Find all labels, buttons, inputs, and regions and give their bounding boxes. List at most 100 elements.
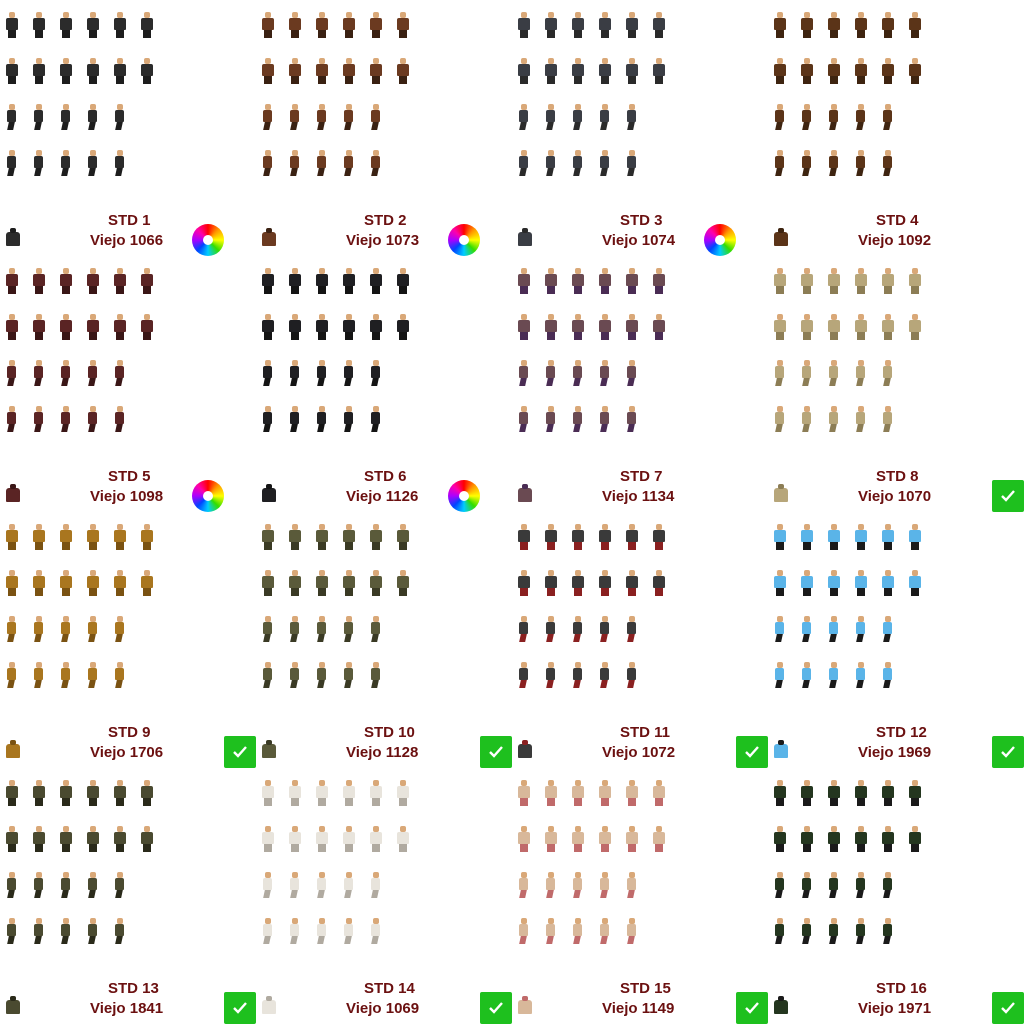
sprite-frame bbox=[85, 406, 101, 432]
checkmark-icon[interactable] bbox=[224, 736, 256, 768]
sprite-card[interactable]: STD 3 Viejo 1074 bbox=[512, 0, 768, 256]
sprite-frame bbox=[826, 104, 842, 130]
sprite-frame bbox=[799, 662, 815, 688]
sprite-frame bbox=[826, 918, 842, 944]
sprite-frame bbox=[597, 616, 613, 642]
sprite-frame bbox=[58, 150, 74, 176]
sprite-frame bbox=[112, 150, 128, 176]
sprite-frame bbox=[4, 314, 20, 340]
sprite-frame bbox=[826, 570, 842, 596]
sprite-card[interactable]: STD 8 Viejo 1070 bbox=[768, 256, 1024, 512]
sprite-frame bbox=[907, 58, 923, 84]
sprite-frame bbox=[341, 150, 357, 176]
walk-cycle-frames bbox=[4, 524, 164, 704]
sprite-frame bbox=[651, 58, 667, 84]
sprite-frame bbox=[570, 918, 586, 944]
sprite-frame bbox=[4, 524, 20, 550]
sprite-frame bbox=[85, 150, 101, 176]
checkmark-icon[interactable] bbox=[736, 736, 768, 768]
sprite-frame bbox=[112, 524, 128, 550]
sprite-frame bbox=[260, 826, 276, 852]
sprite-frame bbox=[597, 406, 613, 432]
sprite-frame bbox=[543, 58, 559, 84]
sprite-frame bbox=[570, 524, 586, 550]
sprite-frame bbox=[624, 826, 640, 852]
sprite-card[interactable]: STD 16 Viejo 1971 bbox=[768, 768, 1024, 1024]
sprite-frame bbox=[139, 524, 155, 550]
item-preview-icon bbox=[260, 996, 278, 1018]
checkmark-icon[interactable] bbox=[480, 736, 512, 768]
sprite-frame bbox=[772, 58, 788, 84]
sprite-frame bbox=[260, 314, 276, 340]
sprite-frame bbox=[772, 524, 788, 550]
sprite-frame bbox=[624, 524, 640, 550]
sprite-frame bbox=[597, 268, 613, 294]
sprite-card[interactable]: STD 1 Viejo 1066 bbox=[0, 0, 256, 256]
sprite-frame bbox=[570, 872, 586, 898]
sprite-frame bbox=[260, 872, 276, 898]
sprite-card[interactable]: STD 2 Viejo 1073 bbox=[256, 0, 512, 256]
sprite-frame bbox=[368, 826, 384, 852]
sprite-frame bbox=[543, 104, 559, 130]
checkmark-icon[interactable] bbox=[992, 992, 1024, 1024]
checkmark-icon[interactable] bbox=[992, 480, 1024, 512]
color-wheel-icon[interactable] bbox=[192, 224, 224, 256]
sprite-card[interactable]: STD 15 Viejo 1149 bbox=[512, 768, 768, 1024]
checkmark-icon[interactable] bbox=[480, 992, 512, 1024]
item-preview-icon bbox=[516, 484, 534, 506]
sprite-frame bbox=[772, 314, 788, 340]
std-label: STD 5 bbox=[108, 468, 151, 485]
sprite-card[interactable]: STD 14 Viejo 1069 bbox=[256, 768, 512, 1024]
sprite-card[interactable]: STD 9 Viejo 1706 bbox=[0, 512, 256, 768]
sprite-frame bbox=[4, 104, 20, 130]
sprite-frame bbox=[853, 58, 869, 84]
sprite-frame bbox=[772, 918, 788, 944]
sprite-frame bbox=[341, 780, 357, 806]
sprite-frame bbox=[368, 12, 384, 38]
sprite-frame bbox=[853, 662, 869, 688]
sprite-frame bbox=[58, 780, 74, 806]
color-wheel-icon[interactable] bbox=[448, 480, 480, 512]
color-wheel-icon[interactable] bbox=[448, 224, 480, 256]
sprite-frame bbox=[287, 826, 303, 852]
sprite-frame bbox=[287, 524, 303, 550]
sprite-frame bbox=[772, 12, 788, 38]
sprite-frame bbox=[4, 872, 20, 898]
sprite-frame bbox=[31, 524, 47, 550]
std-label: STD 9 bbox=[108, 724, 151, 741]
color-wheel-icon[interactable] bbox=[704, 224, 736, 256]
checkmark-icon[interactable] bbox=[992, 736, 1024, 768]
checkmark-icon[interactable] bbox=[736, 992, 768, 1024]
sprite-card[interactable]: STD 12 Viejo 1969 bbox=[768, 512, 1024, 768]
sprite-card[interactable]: STD 6 Viejo 1126 bbox=[256, 256, 512, 512]
item-preview-icon bbox=[516, 996, 534, 1018]
sprite-card[interactable]: STD 11 Viejo 1072 bbox=[512, 512, 768, 768]
sprite-frame bbox=[597, 662, 613, 688]
sprite-frame bbox=[260, 58, 276, 84]
sprite-frame bbox=[880, 662, 896, 688]
sprite-frame bbox=[880, 150, 896, 176]
sprite-card[interactable]: STD 7 Viejo 1134 bbox=[512, 256, 768, 512]
sprite-card[interactable]: STD 10 Viejo 1128 bbox=[256, 512, 512, 768]
walk-cycle-frames bbox=[772, 524, 932, 704]
sprite-frame bbox=[260, 360, 276, 386]
sprite-card[interactable]: STD 5 Viejo 1098 bbox=[0, 256, 256, 512]
walk-cycle-frames bbox=[260, 780, 420, 960]
checkmark-icon[interactable] bbox=[224, 992, 256, 1024]
sprite-frame bbox=[826, 662, 842, 688]
sprite-frame bbox=[624, 58, 640, 84]
sprite-frame bbox=[287, 662, 303, 688]
sprite-frame bbox=[799, 872, 815, 898]
walk-cycle-frames bbox=[516, 780, 676, 960]
sprite-frame bbox=[570, 780, 586, 806]
sprite-card[interactable]: STD 13 Viejo 1841 bbox=[0, 768, 256, 1024]
walk-cycle-frames bbox=[260, 524, 420, 704]
color-wheel-icon[interactable] bbox=[192, 480, 224, 512]
sprite-card[interactable]: STD 4 Viejo 1092 bbox=[768, 0, 1024, 256]
sprite-frame bbox=[85, 616, 101, 642]
sprite-frame bbox=[85, 360, 101, 386]
sprite-frame bbox=[624, 780, 640, 806]
sprite-frame bbox=[799, 616, 815, 642]
sprite-frame bbox=[651, 524, 667, 550]
